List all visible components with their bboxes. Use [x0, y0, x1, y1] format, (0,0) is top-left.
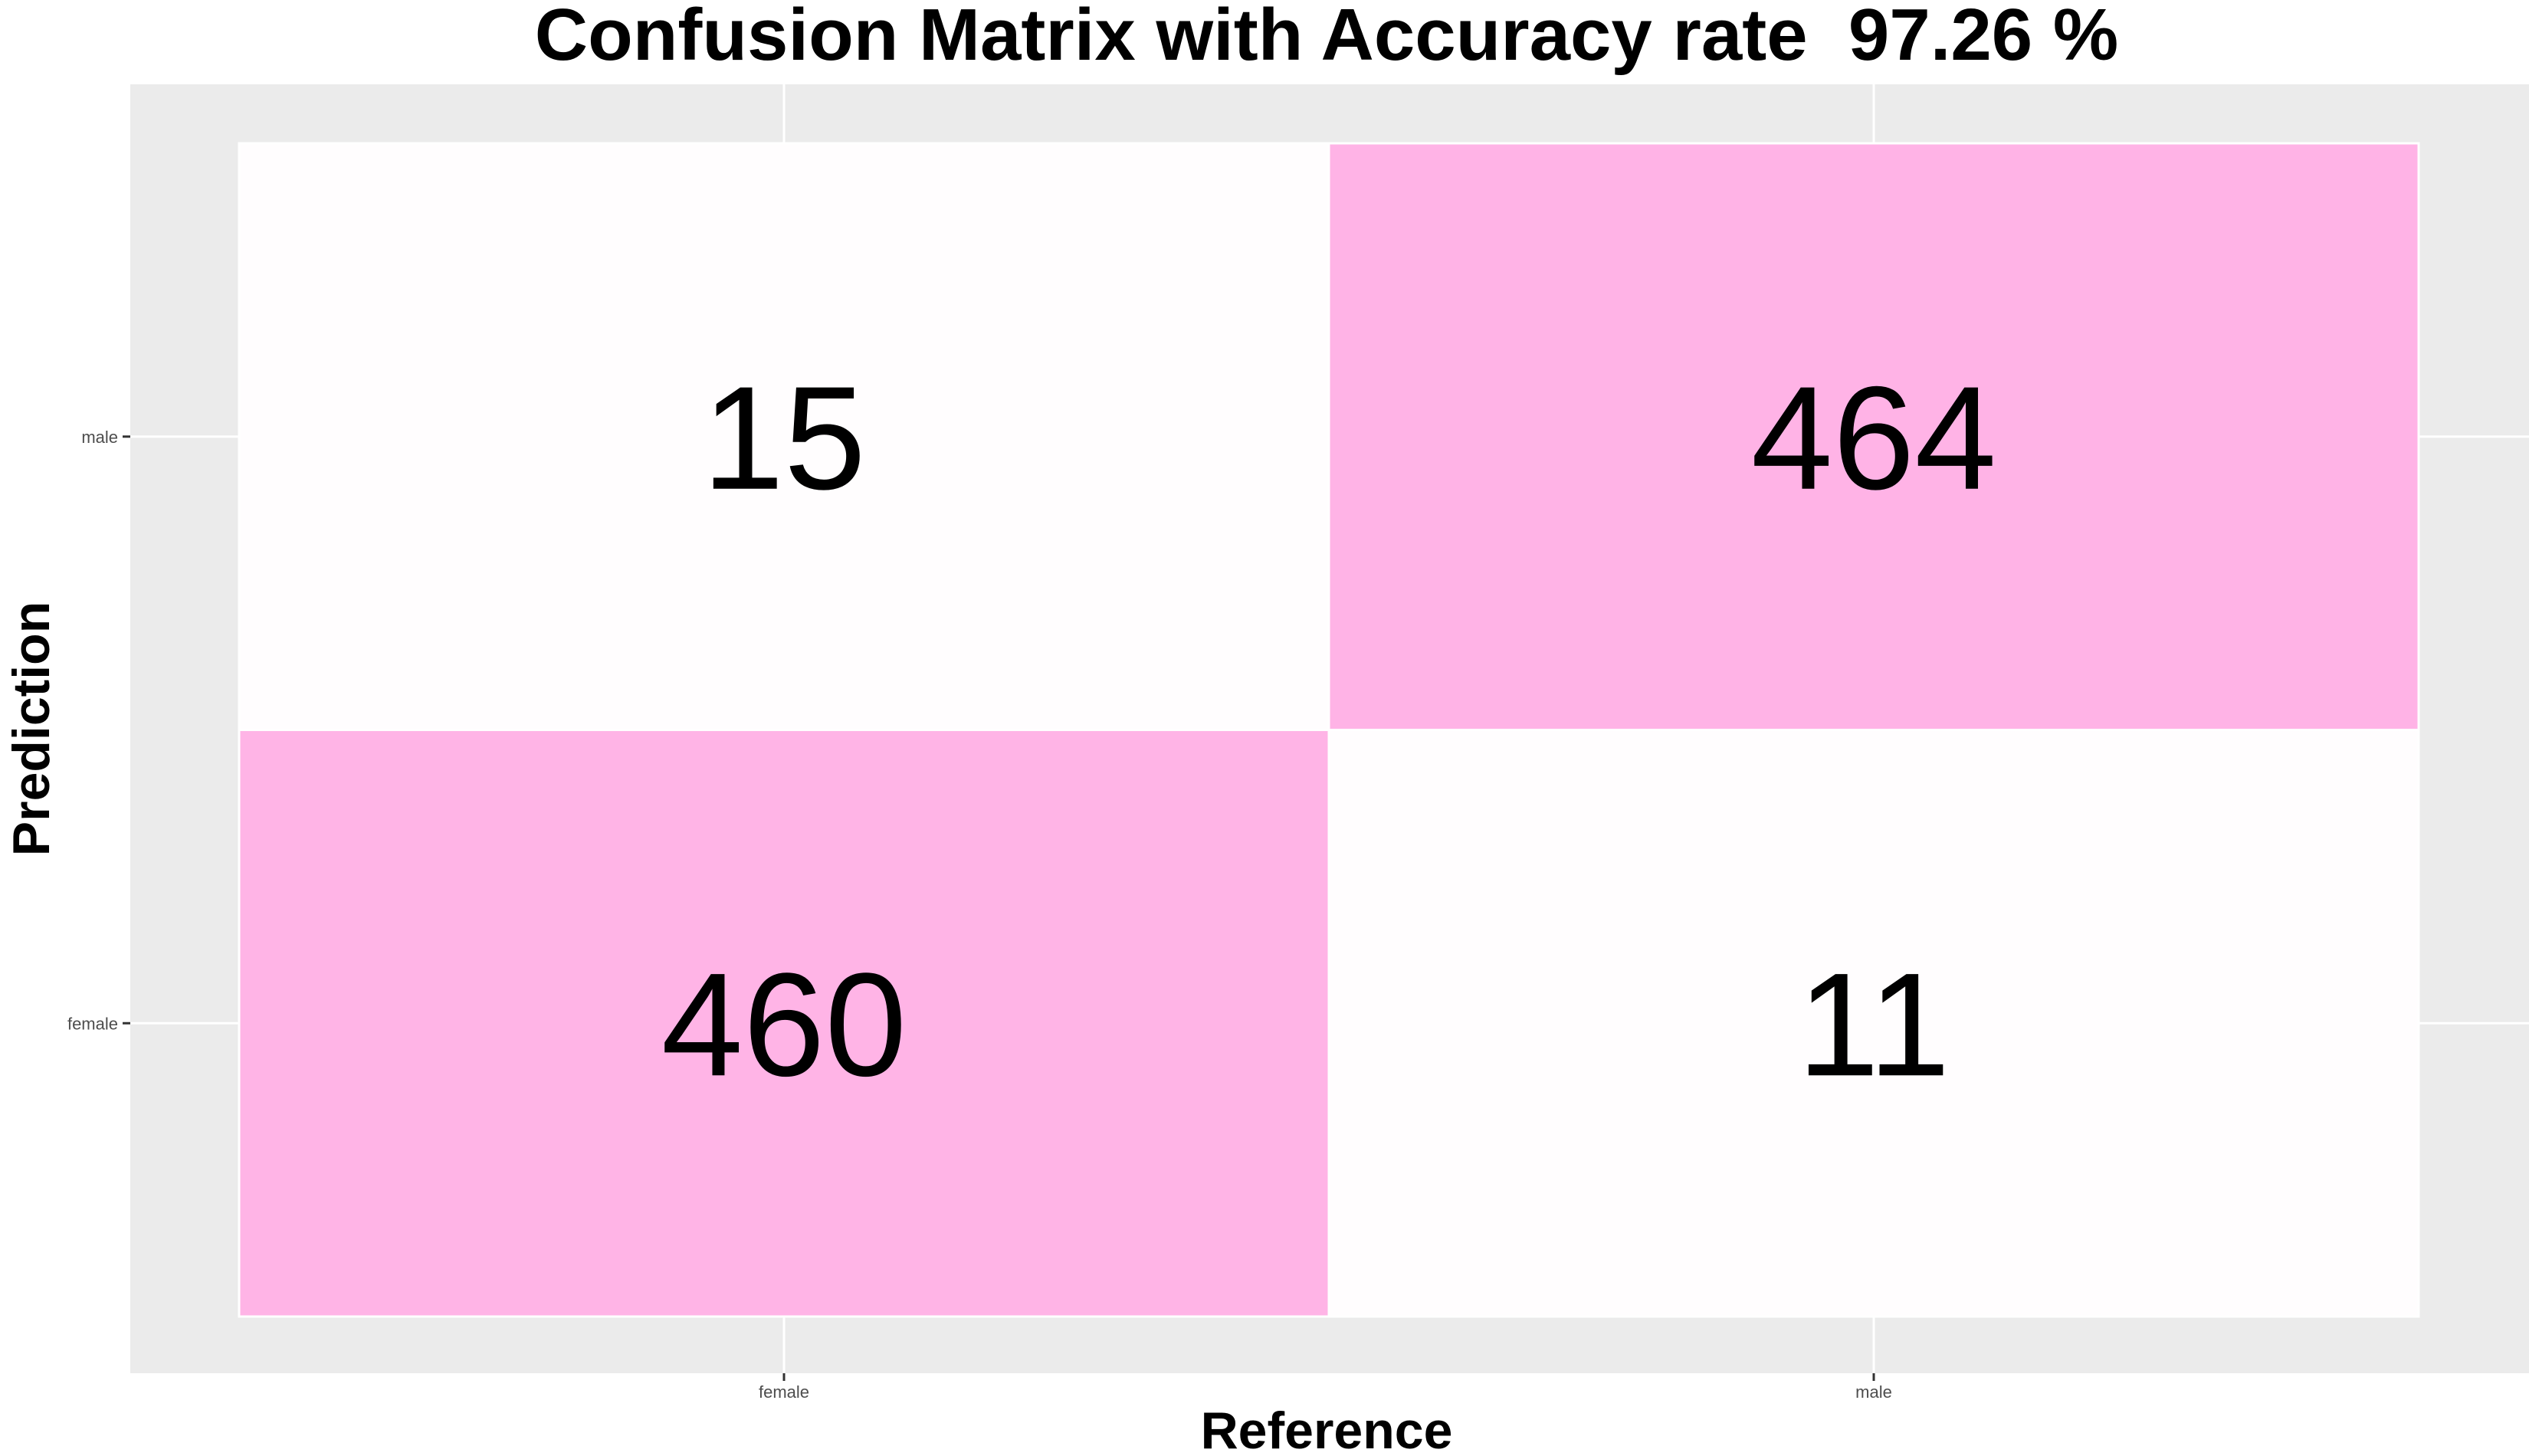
heatmap-cell-male-male: [1327, 142, 2420, 731]
heatmap-cell-female-female: [238, 729, 1330, 1318]
y-tick-label-female: female: [67, 1014, 118, 1033]
heatmap-cell-male-female: [1327, 729, 2420, 1318]
heatmap-cells: [238, 142, 2420, 1318]
cell-value-male-female: 11: [1797, 942, 1950, 1107]
x-tick-label-male: male: [1855, 1382, 1892, 1402]
cell-value-female-male: 15: [702, 356, 866, 520]
cell-value-female-female: 460: [661, 942, 907, 1107]
x-tick-label-female: female: [759, 1382, 809, 1402]
x-axis-ticks: female male: [759, 1373, 1892, 1402]
cell-value-labels: 15 464 460 11: [661, 356, 1996, 1107]
y-axis-title: Prediction: [2, 602, 61, 857]
x-axis-title: Reference: [1201, 1402, 1453, 1456]
chart-title: Confusion Matrix with Accuracy rate 97.2…: [535, 0, 2118, 76]
y-tick-label-male: male: [81, 428, 118, 447]
y-axis-ticks: female male: [67, 428, 130, 1033]
cell-value-male-male: 464: [1751, 356, 1996, 520]
